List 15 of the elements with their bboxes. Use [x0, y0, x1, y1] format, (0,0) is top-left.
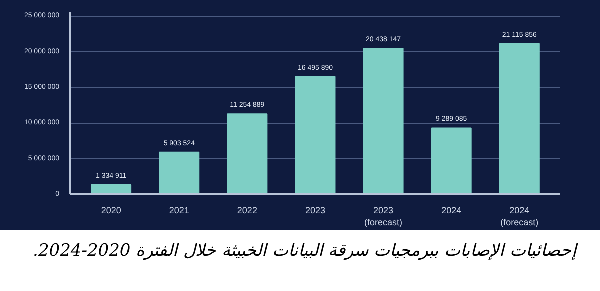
x-tick-label: 2023	[305, 206, 326, 216]
bar	[295, 76, 336, 194]
bar	[227, 114, 268, 194]
x-tick-label: 2024 (forecast)	[500, 206, 539, 228]
x-tick-label: 2021	[169, 206, 190, 216]
x-tick-label: 2024	[442, 206, 462, 216]
bar	[431, 128, 472, 194]
x-tick-label: 2022	[237, 206, 258, 216]
bar	[363, 48, 404, 194]
bar	[159, 152, 200, 194]
bar	[499, 43, 540, 194]
x-tick-label: 2023 (forecast)	[364, 206, 403, 228]
x-tick-label: 2020	[101, 206, 122, 216]
bar	[91, 184, 132, 194]
text: إحصائيات الإصابات ببرمجيات سرقة البيانات الخبيثة خلال الفترة 2020-2024.	[33, 240, 577, 263]
